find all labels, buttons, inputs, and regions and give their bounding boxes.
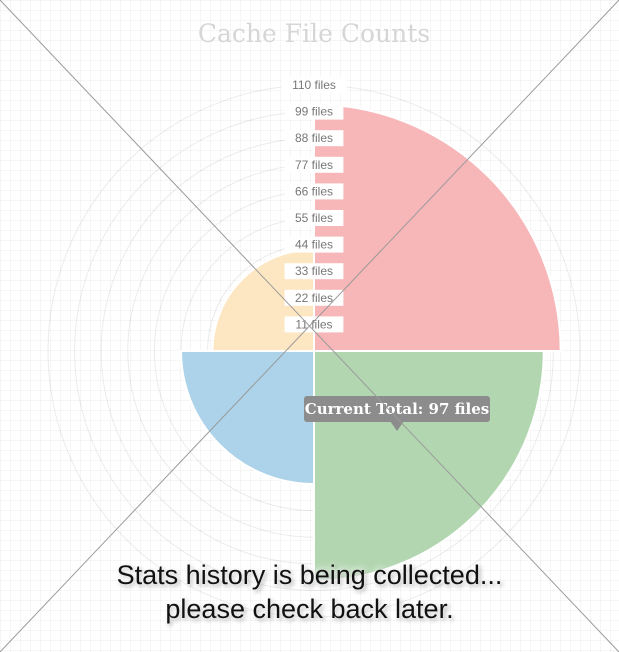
chart-segments bbox=[179, 103, 562, 582]
tooltip-text: Current Total: 97 files bbox=[305, 400, 490, 418]
tick-label: 22 files bbox=[295, 291, 333, 305]
tick-label: 11 files bbox=[295, 317, 332, 331]
tick-label: 33 files bbox=[295, 264, 333, 278]
tick-label: 44 files bbox=[295, 238, 333, 252]
polar-segment bbox=[179, 350, 315, 486]
message-line-2: please check back later. bbox=[165, 594, 454, 624]
tick-label-backdrop bbox=[284, 130, 344, 147]
tick-label: 99 files bbox=[295, 105, 333, 119]
tick-label-backdrop bbox=[284, 103, 344, 120]
polar-segment bbox=[313, 350, 545, 582]
tick-label: 55 files bbox=[295, 211, 333, 225]
tick-label-backdrop bbox=[281, 77, 347, 93]
polar-segment bbox=[313, 103, 562, 352]
tick-label-backdrop bbox=[284, 289, 344, 306]
tick-label-backdrop bbox=[284, 236, 344, 253]
tick-label-backdrop bbox=[284, 316, 344, 333]
tick-label: 77 files bbox=[295, 158, 333, 172]
radial-tick-labels: 11 files 22 files 33 files 44 files 55 files… bbox=[281, 77, 347, 333]
message-line-1: Stats history is being collected... bbox=[116, 560, 503, 590]
tick-label-backdrop bbox=[284, 183, 344, 200]
tick-label: 88 files bbox=[295, 131, 333, 145]
stats-pending-message: Stats history is being collected... plea… bbox=[0, 558, 619, 626]
tooltip-box bbox=[304, 396, 490, 422]
tick-label-backdrop bbox=[284, 263, 344, 280]
tick-label: 66 files bbox=[295, 184, 333, 198]
tick-label-backdrop bbox=[284, 210, 344, 226]
tooltip-pointer bbox=[390, 421, 404, 431]
chart-title: Cache File Counts bbox=[198, 19, 430, 48]
tick-label: 110 files bbox=[292, 78, 336, 92]
chart-tooltip: Current Total: 97 files bbox=[304, 396, 490, 431]
tick-label-backdrop bbox=[284, 156, 344, 173]
